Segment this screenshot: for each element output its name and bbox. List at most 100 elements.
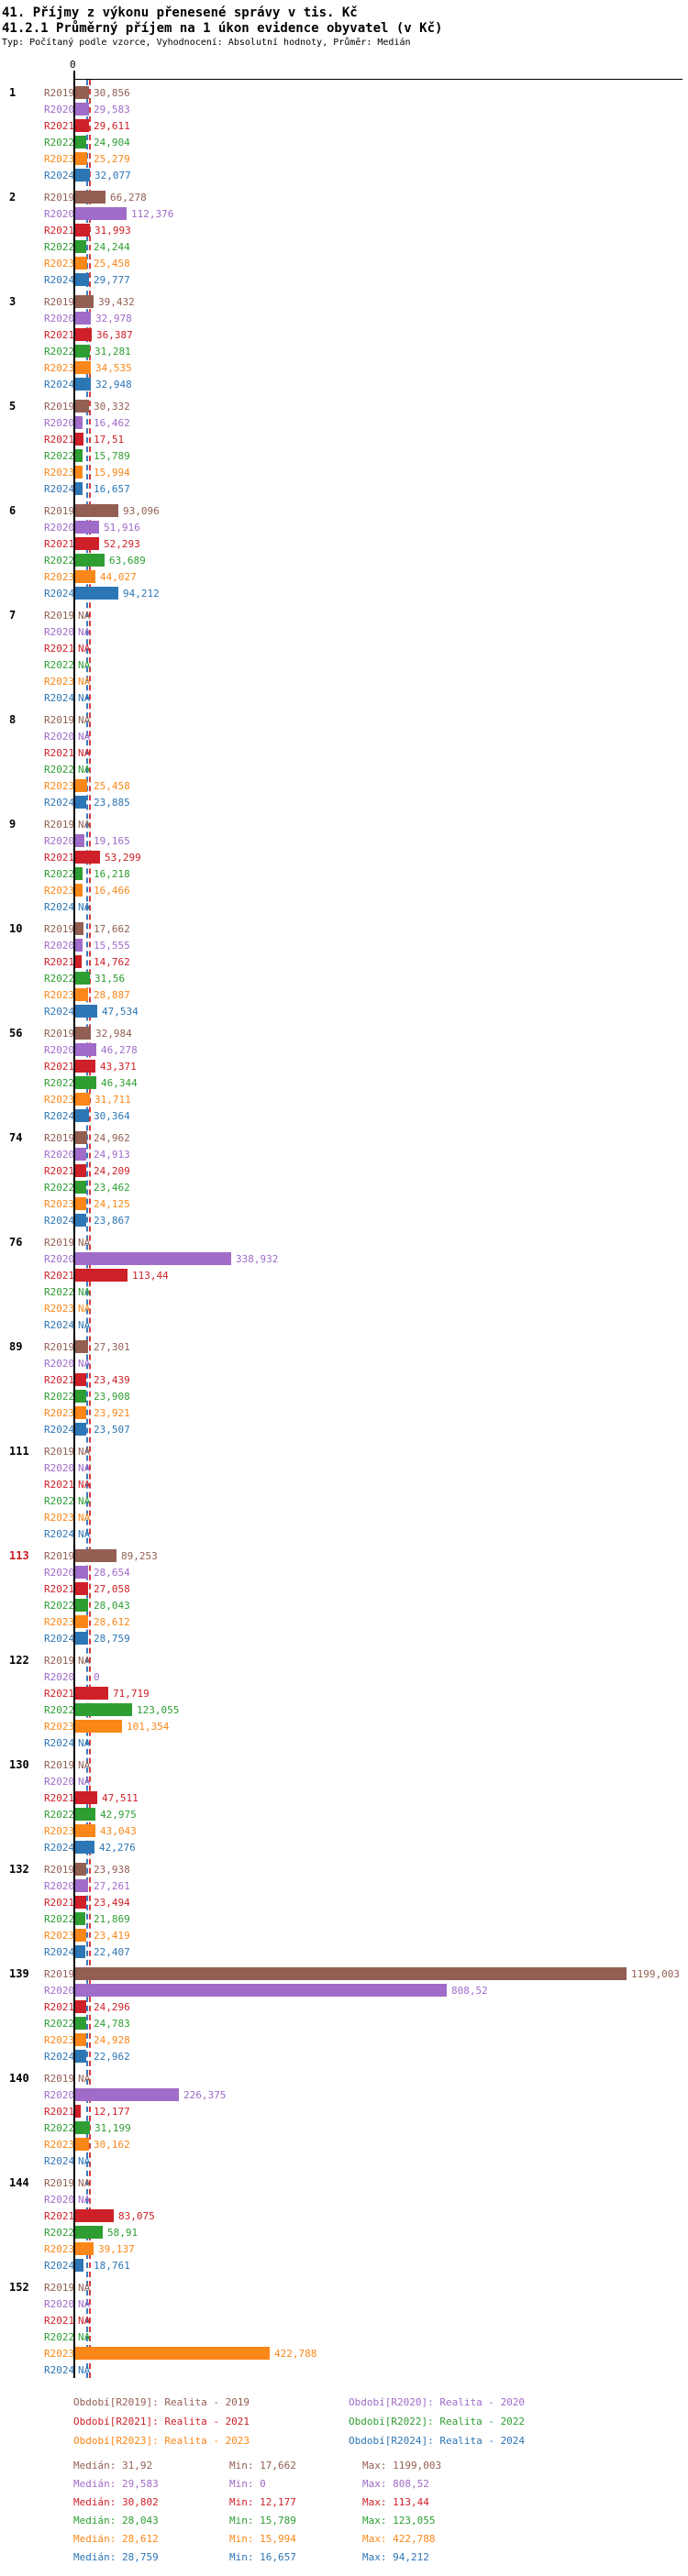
bar-area: NA: [75, 2070, 688, 2086]
year-label-R2023: R2023: [44, 1302, 75, 1315]
year-label-R2021: R2021: [44, 433, 75, 446]
bar-R2019: [75, 1863, 86, 1876]
year-label-R2022: R2022: [44, 1703, 75, 1716]
value-label: 32,948: [95, 379, 132, 391]
value-label: 17,662: [94, 923, 130, 935]
value-label: 46,278: [101, 1044, 138, 1056]
value-label: NA: [78, 1737, 91, 1749]
year-label-R2023: R2023: [44, 988, 75, 1001]
bar-R2023: [75, 1093, 90, 1106]
bar-R2020: [75, 521, 99, 534]
group-id-label: 111: [9, 1445, 29, 1458]
value-label: NA: [78, 819, 91, 831]
bar-R2024: [75, 2259, 83, 2272]
bar-area: NA: [75, 2279, 688, 2295]
value-label: NA: [78, 1776, 91, 1788]
bar-row: R2024 22,407: [0, 1943, 688, 1960]
bar-area: NA: [75, 623, 688, 640]
group-id-label: 7: [9, 609, 17, 622]
bar-area: 93,096: [75, 502, 688, 519]
bar-row: R2021 24,296: [0, 1998, 688, 2015]
bar-row: R2022 NA: [0, 761, 688, 777]
bar-R2019: [75, 295, 94, 308]
bar-group-7: 7 R2019 NA R2020 NA R2021 NA R2022 NA R2023 NA R202…: [0, 607, 688, 706]
bar-area: NA: [75, 816, 688, 832]
bar-area: NA: [75, 1525, 688, 1542]
bar-area: NA: [75, 728, 688, 744]
year-label-R2023: R2023: [44, 466, 75, 479]
year-label-R2024: R2024: [44, 273, 75, 286]
legend: Období[R2019]: Realita - 2019 Období[R202…: [0, 2393, 688, 2450]
bar-R2020: [75, 1879, 88, 1892]
group-id-label: 9: [9, 818, 17, 831]
stats-block: Medián: 31,92 Min: 17,662 Max: 1199,003 Med…: [0, 2456, 688, 2566]
bar-group-9: 9 R2019 NA R2020 19,165 R2021 53,299 R2022 16,21…: [0, 816, 688, 915]
bar-group-89: 89 R2019 27,301 R2020 NA R2021 23,439 R2022 23,9…: [0, 1338, 688, 1437]
year-label-R2023: R2023: [44, 1824, 75, 1837]
bar-area: 14,762: [75, 953, 688, 970]
bar-row: R2022 24,244: [0, 238, 688, 255]
bar-row: R2024 NA: [0, 689, 688, 706]
bar-R2020: [75, 1984, 447, 1997]
value-label: 24,913: [94, 1149, 130, 1161]
value-label: NA: [78, 1512, 91, 1524]
bar-row: R2023 422,788: [0, 2345, 688, 2361]
bar-row: R2024 30,364: [0, 1107, 688, 1124]
bar-row: R2022 42,975: [0, 1806, 688, 1822]
bar-group-2: 2 R2019 66,278 R2020 112,376 R2021 31,993 R2022…: [0, 189, 688, 288]
bar-row: R2023 15,994: [0, 464, 688, 480]
legend-row: Období[R2023]: Realita - 2023 Období[R202…: [73, 2431, 688, 2450]
bar-row: R2022 31,281: [0, 343, 688, 359]
value-label: NA: [78, 659, 91, 671]
year-label-R2019: R2019: [44, 609, 75, 622]
value-label: 28,654: [94, 1567, 130, 1579]
value-label: 32,984: [95, 1028, 132, 1040]
bar-group-139: 139 R2019 1199,003 R2020 808,52 R2021 24,296 R2…: [0, 1965, 688, 2064]
year-label-R2024: R2024: [44, 1423, 75, 1436]
bar-row: R2024 29,777: [0, 271, 688, 288]
bar-area: 226,375: [75, 2086, 688, 2103]
year-label-R2021: R2021: [44, 1896, 75, 1909]
bar-row: R2021 43,371: [0, 1058, 688, 1074]
bar-group-152: 152 R2019 NA R2020 NA R2021 NA R2022 NA R2023 422,…: [0, 2279, 688, 2378]
bar-row: R2021 36,387: [0, 326, 688, 343]
value-label: 46,344: [101, 1077, 138, 1089]
bar-row: R2023 25,458: [0, 777, 688, 794]
bar-R2021: [75, 119, 89, 132]
value-label: 39,137: [98, 2243, 135, 2255]
year-label-R2020: R2020: [44, 2193, 75, 2206]
value-label: 16,466: [94, 885, 130, 897]
bar-area: 24,244: [75, 238, 688, 255]
year-label-R2020: R2020: [44, 1984, 75, 1997]
value-label: 24,125: [94, 1198, 130, 1210]
bar-area: 16,218: [75, 865, 688, 882]
bar-row: 7 R2019 NA: [0, 607, 688, 623]
value-label: NA: [78, 676, 91, 688]
value-label: 29,777: [94, 274, 130, 286]
bar-area: 25,279: [75, 150, 688, 167]
year-label-R2019: R2019: [44, 922, 75, 935]
year-label-R2022: R2022: [44, 2121, 75, 2134]
year-label-R2019: R2019: [44, 2281, 75, 2294]
year-label-R2019: R2019: [44, 504, 75, 517]
bar-row: R2022 63,689: [0, 552, 688, 568]
bar-R2023: [75, 779, 87, 792]
bar-R2022: [75, 345, 90, 358]
bar-R2023: [75, 988, 88, 1001]
bar-R2021: [75, 955, 82, 968]
value-label: 19,165: [94, 835, 130, 847]
year-label-R2022: R2022: [44, 240, 75, 253]
year-label-R2024: R2024: [44, 482, 75, 495]
bar-R2020: [75, 834, 84, 847]
year-label-R2023: R2023: [44, 1511, 75, 1524]
bar-row: R2020 NA: [0, 1773, 688, 1789]
year-label-R2020: R2020: [44, 1879, 75, 1892]
value-label: 25,458: [94, 780, 130, 792]
value-label: 1199,003: [631, 1968, 680, 1980]
value-label: 53,299: [105, 852, 141, 864]
bar-row: R2021 NA: [0, 1476, 688, 1492]
year-label-R2023: R2023: [44, 1197, 75, 1210]
year-label-R2022: R2022: [44, 1808, 75, 1821]
group-id-label: 1: [9, 86, 17, 99]
year-label-R2022: R2022: [44, 658, 75, 671]
